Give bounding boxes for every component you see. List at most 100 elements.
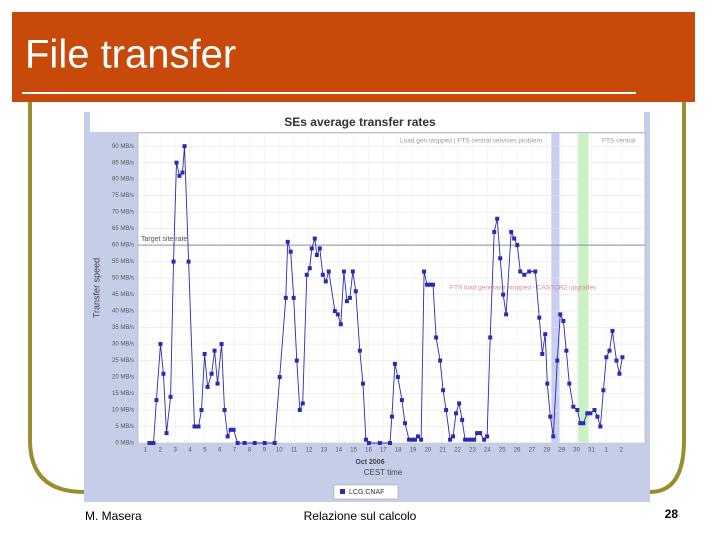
data-point bbox=[410, 437, 415, 442]
y-tick-label: 30 MB/s bbox=[112, 342, 134, 348]
data-point bbox=[297, 408, 302, 413]
data-point bbox=[558, 312, 563, 317]
y-axis-label: Transfer speed bbox=[91, 258, 101, 318]
data-point bbox=[472, 437, 477, 442]
data-point bbox=[147, 441, 152, 445]
data-point bbox=[482, 437, 487, 442]
data-point bbox=[186, 259, 191, 264]
data-point bbox=[444, 408, 449, 413]
x-tick-label: 21 bbox=[439, 448, 446, 454]
data-point bbox=[363, 437, 368, 442]
data-point bbox=[567, 381, 572, 386]
data-point bbox=[388, 441, 393, 445]
data-point bbox=[168, 394, 173, 399]
x-tick-label: 25 bbox=[499, 448, 506, 454]
y-tick-label: 20 MB/s bbox=[112, 375, 134, 381]
data-point bbox=[377, 441, 382, 445]
x-tick-label: 17 bbox=[380, 448, 387, 454]
data-point bbox=[252, 441, 257, 445]
data-point bbox=[438, 358, 443, 363]
data-point bbox=[595, 414, 600, 419]
y-tick-label: 70 MB/s bbox=[112, 210, 134, 216]
data-point bbox=[154, 398, 159, 403]
reference-label: Target site rate bbox=[141, 236, 187, 243]
data-point bbox=[457, 401, 462, 406]
x-tick-label: 18 bbox=[395, 448, 402, 454]
data-point bbox=[164, 431, 169, 436]
event-band bbox=[578, 133, 589, 443]
data-point bbox=[291, 295, 296, 300]
data-point bbox=[578, 421, 583, 426]
data-point bbox=[335, 312, 340, 317]
data-point bbox=[475, 431, 480, 436]
x-tick-label: 1 bbox=[144, 448, 148, 454]
data-point bbox=[415, 434, 420, 439]
data-point bbox=[171, 259, 176, 264]
slide-title: File transfer bbox=[25, 33, 236, 77]
x-sublabel: Oct 2006 bbox=[355, 459, 384, 466]
data-point bbox=[604, 355, 609, 360]
x-tick-label: 2 bbox=[159, 448, 163, 454]
data-point bbox=[504, 312, 509, 317]
plot-area bbox=[137, 132, 646, 444]
data-point bbox=[158, 342, 163, 347]
data-point bbox=[177, 173, 182, 178]
data-point bbox=[492, 229, 497, 234]
x-tick-label: 11 bbox=[291, 448, 298, 454]
data-point bbox=[151, 441, 156, 445]
data-point bbox=[454, 411, 459, 416]
data-point bbox=[341, 269, 346, 274]
footer-left: M. Masera bbox=[85, 509, 142, 523]
data-point bbox=[512, 236, 517, 241]
decoration bbox=[28, 102, 85, 494]
x-tick-label: 15 bbox=[350, 448, 357, 454]
annotation: Load gen stopped | FTS central services … bbox=[400, 138, 542, 145]
data-point bbox=[428, 282, 433, 287]
data-point bbox=[620, 355, 625, 360]
data-point bbox=[161, 371, 166, 376]
data-point bbox=[543, 332, 548, 337]
y-tick-label: 55 MB/s bbox=[112, 259, 134, 265]
data-point bbox=[231, 427, 236, 432]
footer-center: Relazione sul calcolo bbox=[304, 509, 417, 523]
data-point bbox=[215, 381, 220, 386]
y-tick-label: 5 MB/s bbox=[115, 424, 134, 430]
data-point bbox=[314, 253, 319, 258]
data-point bbox=[561, 318, 566, 323]
data-point bbox=[389, 414, 394, 419]
data-point bbox=[212, 348, 217, 353]
data-point bbox=[518, 269, 523, 274]
annotation: FTS central bbox=[602, 138, 636, 145]
data-point bbox=[485, 434, 490, 439]
data-point bbox=[607, 348, 612, 353]
data-point bbox=[225, 434, 230, 439]
data-point bbox=[434, 335, 439, 340]
y-tick-label: 15 MB/s bbox=[112, 391, 134, 397]
x-tick-label: 19 bbox=[410, 448, 417, 454]
data-point bbox=[222, 408, 227, 413]
x-tick-label: 28 bbox=[544, 448, 551, 454]
data-point bbox=[235, 441, 240, 445]
data-point bbox=[425, 282, 430, 287]
data-point bbox=[272, 441, 277, 445]
data-point bbox=[294, 358, 299, 363]
annotation: FTS load generator stopped - CASTOR2 upg… bbox=[450, 285, 597, 292]
decoration bbox=[649, 102, 686, 494]
data-point bbox=[300, 401, 305, 406]
x-tick-label: 14 bbox=[335, 448, 342, 454]
x-tick-label: 29 bbox=[558, 448, 565, 454]
x-axis-label: CEST time bbox=[364, 468, 403, 477]
data-point bbox=[533, 269, 538, 274]
data-point bbox=[242, 441, 247, 445]
data-point bbox=[399, 398, 404, 403]
data-point bbox=[495, 216, 500, 221]
y-tick-label: 10 MB/s bbox=[112, 408, 134, 414]
data-point bbox=[515, 243, 520, 248]
chart-header bbox=[90, 112, 644, 132]
x-tick-label: 4 bbox=[188, 448, 192, 454]
data-point bbox=[540, 351, 545, 356]
x-tick-label: 30 bbox=[573, 448, 580, 454]
data-point bbox=[317, 246, 322, 251]
data-point bbox=[320, 272, 325, 277]
